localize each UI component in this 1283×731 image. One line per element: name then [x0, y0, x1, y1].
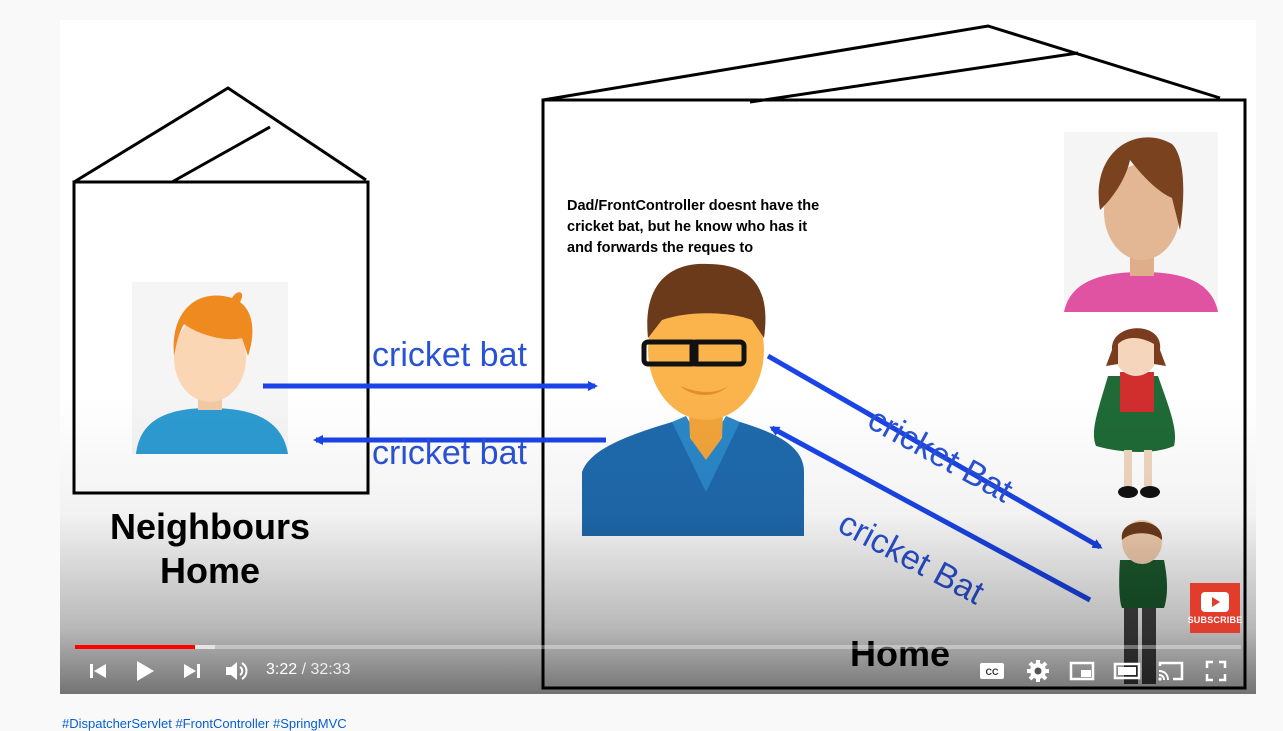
theater-button[interactable] — [1112, 656, 1142, 686]
next-icon — [184, 664, 200, 678]
duration: 32:33 — [310, 661, 351, 678]
dad-caption-line: cricket bat, but he know who has it — [567, 219, 808, 235]
settings-icon — [1027, 660, 1049, 682]
time-display: 3:22 / 32:33 — [266, 661, 351, 679]
current-time: 3:22 — [266, 661, 298, 678]
neighbours-home-title: Neighbours Home — [90, 505, 330, 593]
dad-avatar — [582, 263, 804, 536]
video-hashtags[interactable]: #DispatcherServlet #FrontController #Spr… — [62, 716, 347, 731]
arrow-label-bottom-left: cricket bat — [372, 434, 527, 472]
neighbour-avatar — [132, 282, 288, 454]
settings-button[interactable] — [1024, 656, 1052, 686]
mom-avatar — [1064, 132, 1218, 312]
next-button[interactable] — [178, 656, 206, 686]
played-bar — [75, 645, 196, 649]
fullscreen-icon — [1205, 660, 1227, 682]
time-separator: / — [297, 661, 311, 678]
progress-bar[interactable] — [75, 645, 1241, 649]
subscribe-watermark[interactable]: SUBSCRIBE — [1187, 583, 1243, 633]
captions-icon: CC — [980, 663, 1004, 679]
arrow-label-top-left: cricket bat — [372, 336, 527, 374]
volume-icon — [226, 662, 248, 680]
video-player[interactable]: cricket bat cricket bat cricket Bat cric… — [60, 20, 1256, 694]
neighbours-home-line: Neighbours — [109, 506, 310, 547]
svg-text:CC: CC — [986, 667, 999, 677]
neighbours-home-line: Home — [159, 550, 261, 591]
youtube-play-icon — [1201, 592, 1229, 612]
girl-avatar — [1093, 328, 1176, 498]
fullscreen-button[interactable] — [1202, 656, 1230, 686]
dad-caption-line: and forwards the reques to — [567, 240, 754, 256]
dad-caption-line: Dad/FrontController doesnt have the — [567, 198, 820, 214]
home-title: Home — [849, 633, 951, 674]
captions-button[interactable]: CC — [978, 656, 1006, 686]
subscribe-label: SUBSCRIBE — [1187, 615, 1243, 625]
miniplayer-button[interactable] — [1068, 656, 1096, 686]
theater-icon — [1113, 662, 1141, 680]
miniplayer-icon — [1069, 661, 1095, 681]
play-icon — [137, 661, 154, 681]
dad-caption: Dad/FrontController doesnt have the cric… — [567, 196, 847, 259]
cast-button[interactable] — [1156, 656, 1186, 686]
previous-icon — [90, 664, 106, 678]
play-button[interactable] — [130, 656, 160, 686]
previous-button[interactable] — [84, 656, 112, 686]
volume-button[interactable] — [222, 656, 252, 686]
cast-icon — [1158, 661, 1184, 681]
